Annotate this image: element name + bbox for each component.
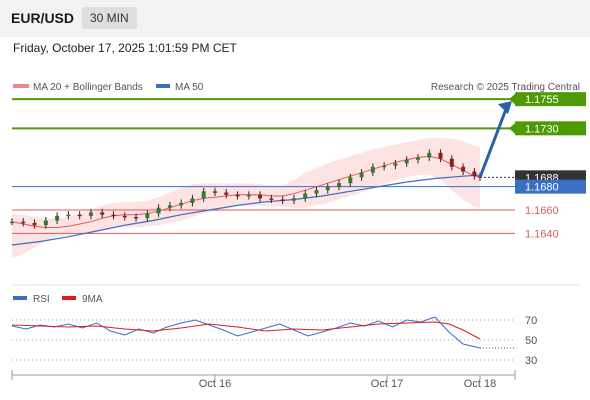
candle-body	[179, 203, 184, 206]
ma50-legend-label: MA 50	[175, 82, 204, 93]
candle-body	[438, 152, 443, 159]
candle-body	[427, 152, 432, 158]
level-label-1.1640: 1.1640	[525, 228, 559, 240]
level-box-1.1730	[515, 121, 586, 136]
candle-body	[156, 207, 161, 214]
x-tick-label: Oct 16	[199, 378, 231, 390]
candle-body	[134, 217, 139, 219]
candle-body	[472, 171, 477, 177]
credit-label: Research © 2025 Trading Central	[431, 82, 580, 93]
candle-body	[43, 220, 48, 226]
level-label-1.1680: 1.1680	[525, 182, 559, 194]
candle-body	[88, 212, 93, 216]
level-box-1.1680	[515, 179, 586, 194]
candle-body	[201, 191, 206, 199]
bb-legend-label: MA 20 + Bollinger Bands	[33, 82, 143, 93]
rsi-ma-legend-label: 9MA	[82, 294, 103, 305]
candle-body	[21, 221, 26, 224]
ma50-legend-swatch	[156, 84, 170, 88]
candle-body	[122, 215, 127, 218]
candle-body	[145, 213, 150, 219]
candle-body	[246, 194, 251, 197]
candle-body	[415, 157, 420, 160]
level-pointer-1.1755	[509, 93, 516, 106]
candle-body	[449, 158, 454, 167]
forecast-arrow-head	[498, 101, 512, 115]
candle-body	[269, 198, 274, 200]
candle-body	[100, 212, 105, 215]
x-tick-label: Oct 17	[371, 378, 403, 390]
candle-body	[66, 214, 71, 217]
level-label-1.1755: 1.1755	[525, 94, 559, 106]
candle-body	[359, 172, 364, 178]
candle-body	[280, 199, 285, 201]
candle-body	[370, 166, 375, 173]
bb-legend-swatch	[13, 84, 29, 88]
level-label-1.1730: 1.1730	[525, 123, 559, 135]
candle-body	[212, 191, 217, 193]
candle-body	[404, 159, 409, 164]
candle-body	[348, 177, 353, 184]
candle-body	[190, 198, 195, 203]
candle-body	[258, 194, 263, 199]
candle-body	[314, 190, 319, 194]
candle-body	[325, 186, 330, 191]
timeframe-button[interactable]: 30 MIN	[82, 7, 137, 29]
candle-body	[167, 205, 172, 208]
rsi-legend-label: RSI	[33, 294, 50, 305]
rsi-line	[11, 316, 481, 349]
x-tick-label: Oct 18	[464, 378, 496, 390]
candle-body	[55, 215, 60, 221]
candle-body	[337, 183, 342, 187]
bollinger-band	[12, 137, 480, 258]
rsi-tick-70: 70	[525, 315, 537, 327]
candle-body	[461, 166, 466, 172]
forecast-arrow-line	[478, 108, 508, 178]
level-label-1.1660: 1.1660	[525, 205, 559, 217]
symbol-label: EUR/USD	[11, 10, 75, 26]
rsi-ma-legend-swatch	[62, 296, 76, 300]
datetime-label: Friday, October 17, 2025 1:01:59 PM CET	[13, 41, 237, 55]
header-bar: EUR/USD 30 MIN	[0, 0, 590, 37]
candle-body	[224, 192, 229, 195]
candle-body	[235, 194, 240, 197]
rsi-legend-swatch	[13, 296, 27, 300]
ma50-line	[11, 174, 481, 246]
level-pointer-1.173	[509, 122, 516, 135]
rsi-tick-30: 30	[525, 355, 537, 367]
rsi-tick-50: 50	[525, 335, 537, 347]
candle-body	[291, 198, 296, 201]
candle-body	[382, 165, 387, 168]
level-box-1.1755	[515, 92, 586, 107]
candle-body	[303, 193, 308, 199]
candle-body	[32, 222, 37, 226]
candle-body	[111, 214, 116, 217]
rsi-ma-line	[11, 321, 481, 340]
candle-body	[10, 221, 14, 224]
candle-body	[393, 163, 398, 166]
candle-body	[77, 214, 82, 217]
